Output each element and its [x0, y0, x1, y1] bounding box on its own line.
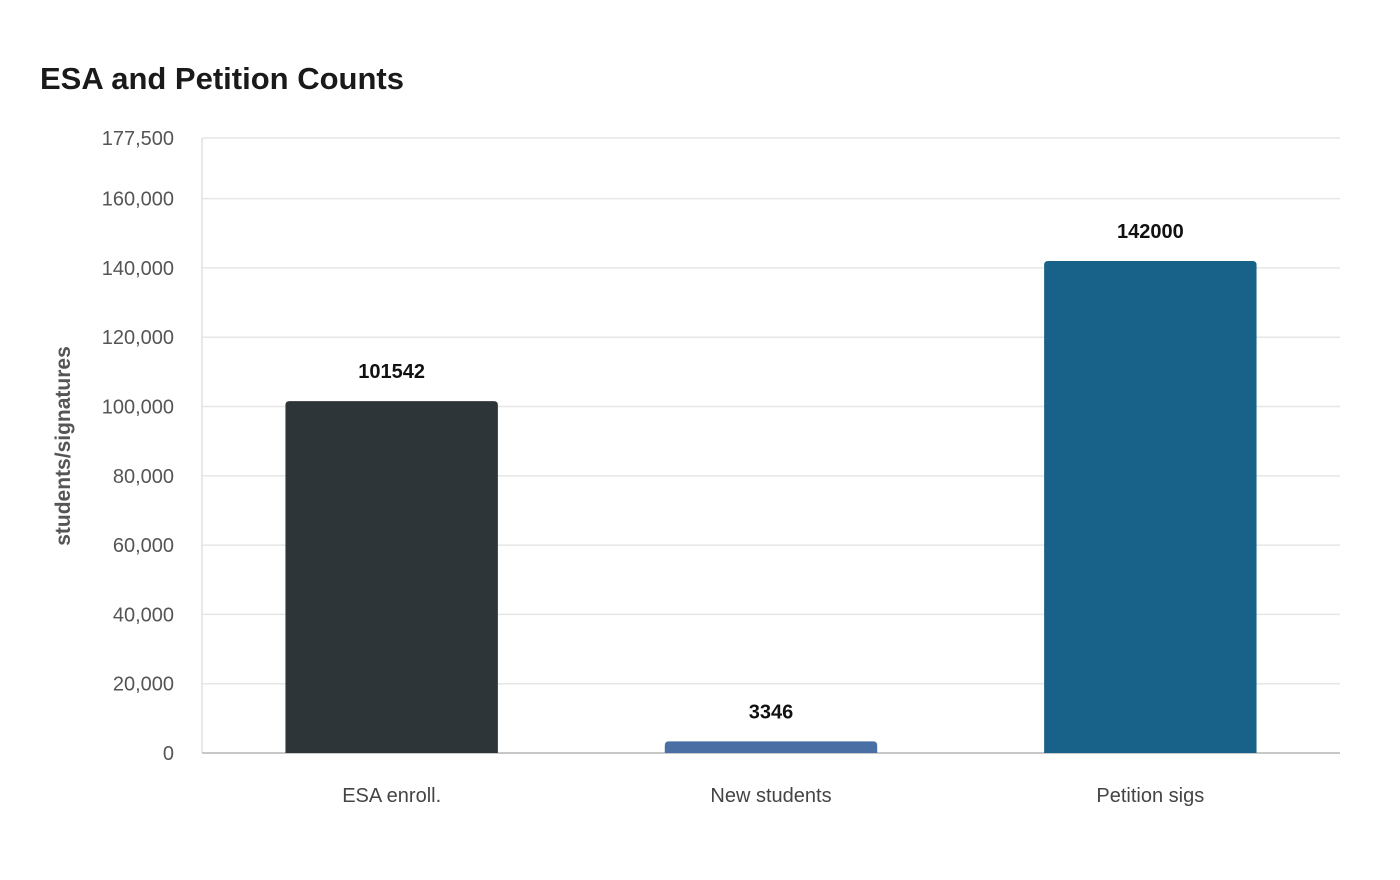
bar-value-label: 3346 — [749, 701, 794, 723]
y-tick-label: 80,000 — [113, 466, 174, 488]
y-tick-label: 160,000 — [102, 189, 174, 211]
y-tick-label: 120,000 — [102, 327, 174, 349]
bars — [285, 261, 1257, 753]
y-tick-label: 0 — [163, 743, 174, 765]
y-tick-label: 60,000 — [113, 535, 174, 557]
bar-2 — [664, 741, 878, 753]
x-category-label: ESA enroll. — [342, 785, 441, 807]
category-labels: ESA enroll. New students Petition sigs — [342, 785, 1204, 807]
y-tick-label: 40,000 — [113, 604, 174, 626]
value-labels: 101542 3346 142000 — [358, 221, 1183, 723]
y-tick-labels: 0 20,000 40,000 60,000 80,000 100,000 120,000 1… — [102, 128, 174, 765]
bar-3 — [1044, 261, 1257, 753]
y-tick-label: 20,000 — [113, 674, 174, 696]
bar-value-label: 142000 — [1117, 221, 1184, 243]
y-axis-title: students/signatures — [52, 346, 75, 546]
x-category-label: Petition sigs — [1096, 785, 1204, 807]
y-tick-label: 177,500 — [102, 128, 174, 150]
bar-1 — [285, 401, 498, 753]
y-tick-label: 100,000 — [102, 397, 174, 419]
bar-value-label: 101542 — [358, 361, 425, 383]
y-tick-label: 140,000 — [102, 258, 174, 280]
x-category-label: New students — [710, 785, 831, 807]
chart-title: ESA and Petition Counts — [40, 61, 404, 96]
